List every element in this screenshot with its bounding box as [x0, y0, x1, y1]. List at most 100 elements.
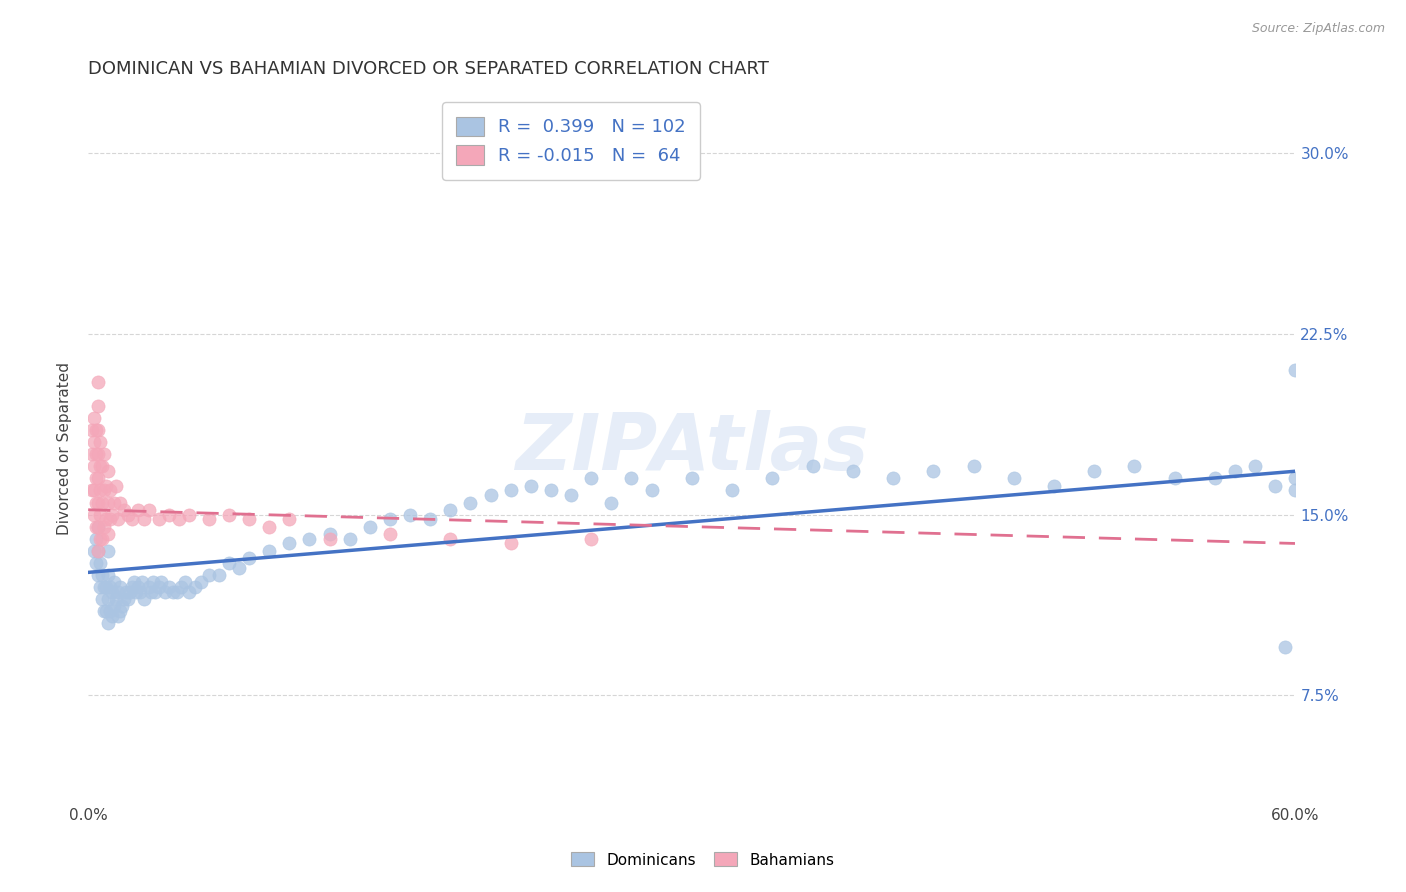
Point: [139, 584, 162, 599]
Point: [579, 532, 602, 546]
Point: [228, 560, 250, 574]
Point: [93, 580, 115, 594]
Point: [138, 502, 160, 516]
Point: [540, 483, 562, 498]
Point: [97, 495, 120, 509]
Legend: R =  0.399   N = 102, R = -0.015   N =  64: R = 0.399 N = 102, R = -0.015 N = 64: [441, 102, 700, 180]
Point: [87, 543, 110, 558]
Point: [1284, 363, 1306, 377]
Point: [91, 532, 114, 546]
Point: [1274, 640, 1296, 654]
Point: [339, 532, 361, 546]
Point: [110, 604, 132, 618]
Point: [87, 375, 110, 389]
Point: [439, 502, 461, 516]
Point: [93, 519, 115, 533]
Point: [87, 519, 110, 533]
Point: [298, 532, 321, 546]
Point: [93, 447, 115, 461]
Point: [87, 543, 110, 558]
Point: [922, 464, 945, 478]
Point: [125, 584, 148, 599]
Point: [98, 483, 121, 498]
Point: [96, 580, 118, 594]
Point: [117, 591, 139, 606]
Point: [167, 512, 190, 526]
Point: [84, 447, 107, 461]
Point: [84, 519, 107, 533]
Point: [121, 512, 143, 526]
Point: [97, 464, 120, 478]
Point: [87, 567, 110, 582]
Point: [91, 495, 114, 509]
Point: [208, 567, 231, 582]
Point: [91, 591, 114, 606]
Point: [87, 519, 110, 533]
Point: [87, 447, 110, 461]
Point: [97, 591, 120, 606]
Point: [97, 567, 120, 582]
Point: [166, 584, 188, 599]
Point: [110, 495, 132, 509]
Point: [89, 483, 111, 498]
Point: [218, 556, 240, 570]
Point: [190, 574, 212, 589]
Point: [82, 423, 104, 437]
Point: [120, 584, 142, 599]
Point: [129, 584, 152, 599]
Point: [318, 526, 340, 541]
Point: [318, 532, 340, 546]
Point: [89, 459, 111, 474]
Point: [761, 471, 783, 485]
Point: [157, 580, 180, 594]
Point: [1284, 483, 1306, 498]
Point: [115, 584, 138, 599]
Text: ZIPAtlas: ZIPAtlas: [515, 410, 869, 486]
Point: [87, 495, 110, 509]
Point: [882, 471, 904, 485]
Point: [1083, 464, 1105, 478]
Point: [87, 423, 110, 437]
Point: [96, 478, 118, 492]
Point: [378, 512, 401, 526]
Point: [83, 543, 105, 558]
Point: [112, 502, 135, 516]
Point: [198, 567, 221, 582]
Point: [96, 604, 118, 618]
Point: [148, 580, 170, 594]
Point: [153, 584, 176, 599]
Point: [479, 488, 502, 502]
Point: [1264, 478, 1286, 492]
Point: [91, 459, 114, 474]
Point: [138, 580, 160, 594]
Point: [148, 512, 170, 526]
Point: [112, 591, 135, 606]
Point: [1043, 478, 1066, 492]
Point: [93, 604, 115, 618]
Point: [499, 536, 522, 550]
Point: [107, 608, 129, 623]
Point: [96, 512, 118, 526]
Point: [842, 464, 865, 478]
Point: [117, 508, 139, 522]
Point: [103, 599, 125, 613]
Point: [84, 423, 107, 437]
Point: [98, 512, 121, 526]
Point: [134, 512, 156, 526]
Point: [97, 543, 120, 558]
Point: [177, 508, 200, 522]
Point: [83, 483, 105, 498]
Point: [107, 512, 129, 526]
Legend: Dominicans, Bahamians: Dominicans, Bahamians: [565, 847, 841, 873]
Point: [143, 584, 166, 599]
Point: [149, 574, 172, 589]
Point: [91, 567, 114, 582]
Point: [82, 447, 104, 461]
Point: [640, 483, 662, 498]
Point: [87, 399, 110, 413]
Point: [84, 495, 107, 509]
Point: [399, 508, 422, 522]
Point: [1002, 471, 1025, 485]
Point: [1284, 471, 1306, 485]
Point: [157, 508, 180, 522]
